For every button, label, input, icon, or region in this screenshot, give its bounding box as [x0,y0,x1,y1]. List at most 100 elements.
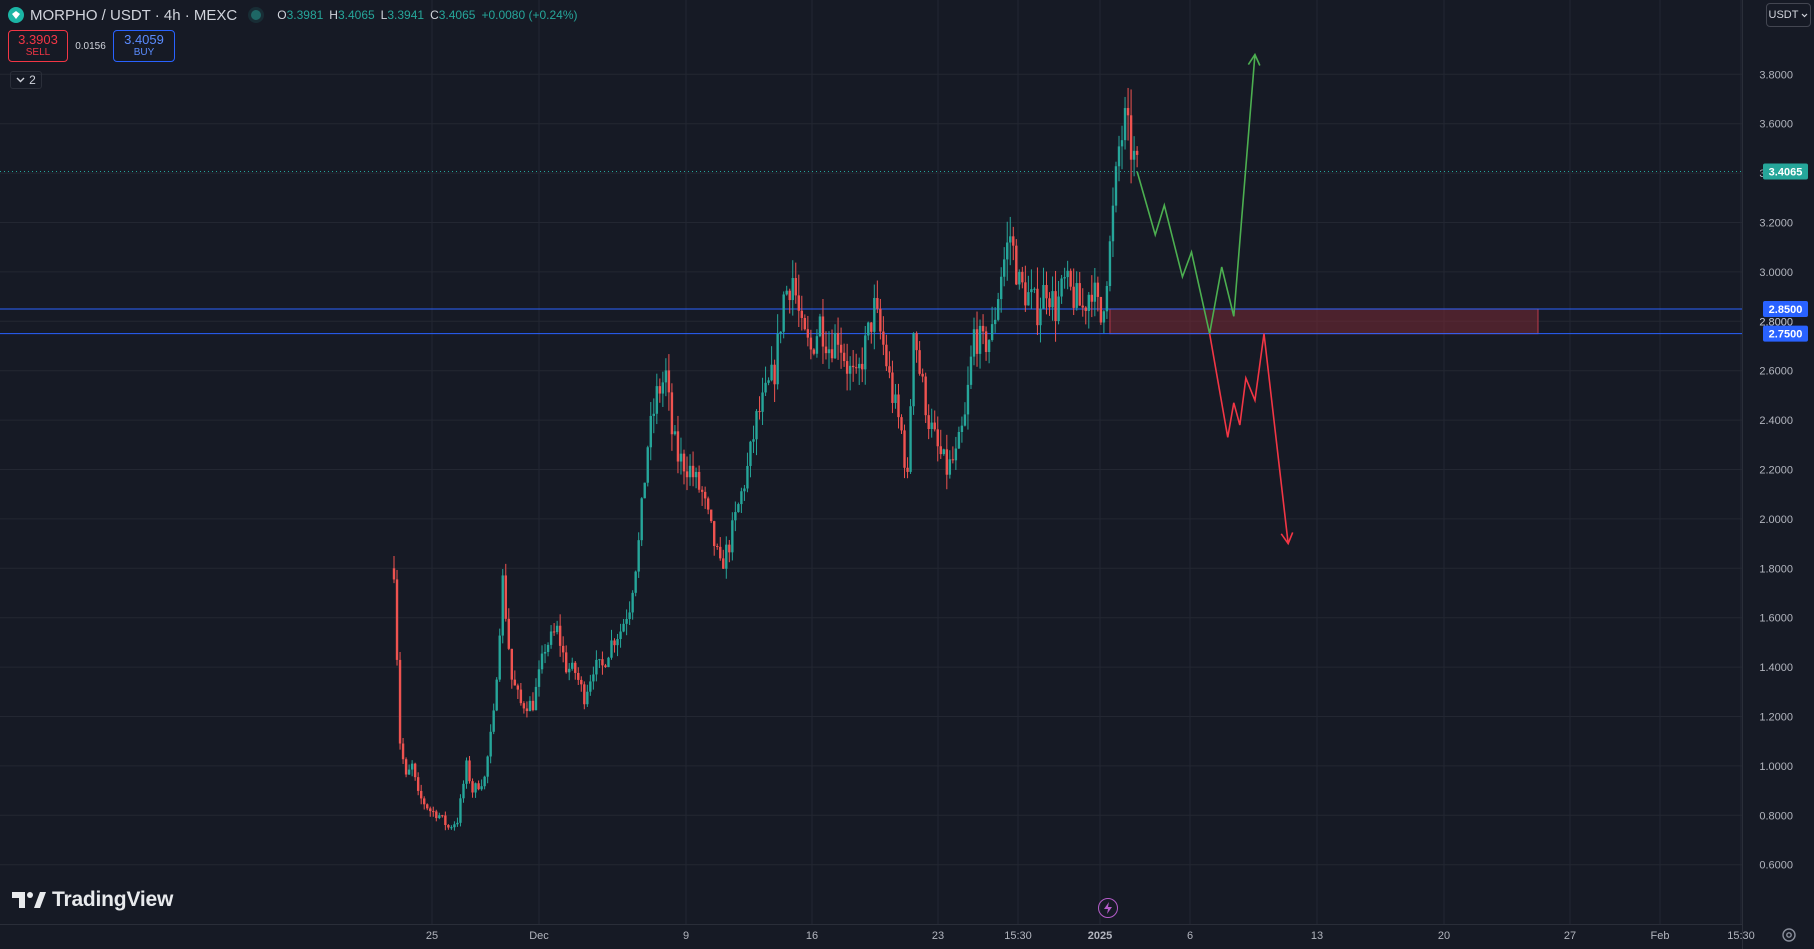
candle-body [504,575,507,619]
price-tick-label: 0.6000 [1759,860,1793,872]
candle-body [1093,282,1097,302]
candle-body [1021,271,1024,283]
candle-body [737,504,740,513]
candle-body [978,325,982,354]
candle-body [401,743,405,760]
candle-body [948,459,952,475]
candle-body [634,571,637,593]
price-tick-label: 3.8000 [1759,69,1793,81]
candle-body [972,329,976,357]
time-tick-label: 23 [932,930,944,942]
candle-body [429,808,432,812]
currency-selector[interactable]: USDT [1766,3,1811,27]
candle-body [522,703,526,709]
candle-body [764,382,767,393]
horizontal-levels[interactable] [0,171,1742,335]
candle-body [1120,140,1124,147]
candle-body [709,509,713,522]
candle-body [1096,282,1100,297]
candle-body [540,653,544,670]
candle-body [1015,245,1018,285]
time-tick-label: 16 [806,930,818,942]
candle-body [1099,296,1103,323]
candle-body [697,471,701,490]
buy-button[interactable]: 3.4059 BUY [113,30,175,62]
candle-body [543,651,547,654]
candle-body [909,406,912,472]
sell-button[interactable]: 3.3903 SELL [8,30,68,62]
lightning-icon[interactable] [1098,898,1118,918]
candle-body [951,459,955,461]
candle-body [845,361,849,374]
candle-body [731,520,734,553]
candle-body [758,411,761,413]
last-price-label: 3.4065 [1769,167,1803,179]
ohlc-change: +0.0080 (+0.24%) [481,8,578,22]
candle-body [483,776,486,787]
candle-body [984,331,988,353]
candle-body [435,811,438,819]
candle-body [586,691,589,705]
candle-body [1057,296,1060,322]
candle-body [583,684,586,705]
bullish-arrowhead [1247,52,1261,66]
candle-body [716,546,719,548]
candle-body [1084,307,1087,311]
morpho-logo-icon [8,7,24,23]
candle-body [679,453,683,462]
candle-body [398,659,402,744]
candle-body [776,333,779,385]
candle-body [873,297,876,332]
tradingview-logo[interactable]: TradingView [12,888,173,912]
indicators-collapse-button[interactable]: 2 [10,71,42,89]
candle-body [719,546,722,559]
bearish-arrowhead [1280,532,1294,546]
buy-price: 3.4059 [124,32,164,47]
currency-value: USDT [1768,9,1799,21]
candle-body [426,804,429,809]
candle-body [438,815,441,819]
candle-body [486,756,489,777]
candle-body [864,335,867,370]
candle-body [561,645,565,653]
price-tick-label: 1.8000 [1759,563,1793,575]
candle-body [658,386,662,394]
candle-body [580,679,583,685]
candle-body [903,430,906,468]
candle-body [655,386,659,414]
chart-grid [0,0,1743,949]
symbol-title[interactable]: MORPHO / USDT · 4h · MEXC [30,6,238,24]
candle-body [894,394,897,403]
price-tick-label: 0.8000 [1759,810,1793,822]
candle-body [1036,288,1039,326]
candle-body [676,431,680,462]
candle-body [516,685,520,690]
price-tick-label: 2.8000 [1759,316,1793,328]
projection-paths[interactable] [1136,52,1294,546]
candle-body [392,568,396,580]
gear-icon[interactable] [1780,926,1798,944]
candle-body [815,336,819,354]
time-axis[interactable]: 25 Dec 9 16 23 15:30 2025 6 13 20 27 Feb 15:30 [426,930,1755,942]
candle-body [395,579,399,660]
candle-body [423,798,426,805]
candle-body [1060,278,1063,297]
candle-body [806,329,810,338]
candle-body [492,710,495,732]
price-tick-label: 1.2000 [1759,712,1793,724]
support-zone[interactable] [1109,308,1539,335]
candle-body [900,417,903,431]
candle-body [416,777,420,791]
candle-body [465,760,468,784]
candle-body [407,769,411,775]
candle-body [619,631,622,640]
candle-body [800,310,804,318]
candle-body [519,689,523,704]
candle-body [957,431,961,449]
candle-body [558,625,562,646]
price-axis[interactable]: 0.6000 0.8000 1.0000 1.2000 1.4000 1.6000 1.80… [1759,69,1808,872]
ohlc-high: H3.4065 [329,8,375,22]
tradingview-logo-text: TradingView [52,888,174,911]
candle-body [1030,289,1033,293]
